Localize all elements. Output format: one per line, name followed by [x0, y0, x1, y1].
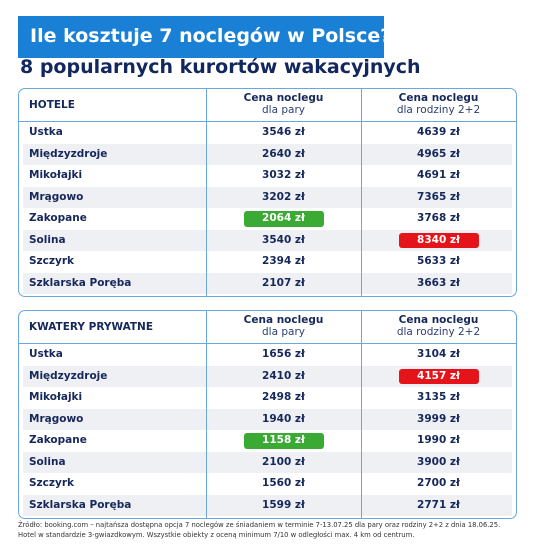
price: 1940 zł	[262, 412, 305, 425]
title: Ile kosztuje 7 noclegów w Polsce?	[30, 25, 392, 47]
header-cell: HOTELE	[29, 99, 75, 111]
table-row: Międzyzdroje 2640 zł 4965 zł	[23, 143, 512, 165]
table-row: Solina 3540 zł 8340 zł	[23, 229, 512, 251]
price: 1599 zł	[262, 498, 305, 511]
header-row: KWATERY PRYWATNE Cena noclegu dla pary Cena…	[19, 311, 516, 344]
highlight-value: 2064 zł	[243, 211, 324, 227]
price: 4965 zł	[417, 147, 460, 160]
row-label: Solina	[29, 233, 66, 246]
header-cell: Cena noclegu dla rodziny 2+2	[361, 89, 516, 121]
header-cell: Cena noclegu dla rodziny 2+2	[361, 311, 516, 343]
table-row: Szklarska Poręba 2107 zł 3663 zł	[23, 272, 512, 294]
row-label: Mrągowo	[29, 412, 84, 425]
table-row: Międzyzdroje 2410 zł 4157 zł	[23, 365, 512, 387]
table-row: Ustka 1656 zł 3104 zł	[23, 344, 512, 366]
footnote: Źródło: booking.com – najtańsza dostępna…	[18, 520, 500, 540]
price: 2100 zł	[262, 455, 305, 468]
title-banner: Ile kosztuje 7 noclegów w Polsce?	[18, 16, 391, 58]
row-label: Zakopane	[29, 434, 87, 446]
row-label: Mikołajki	[29, 391, 83, 403]
highlight-cell: 4157 zł	[361, 366, 516, 388]
highlight-value: 1158 zł	[243, 433, 324, 449]
column-divider	[206, 89, 207, 296]
header-title: Cena noclegu	[243, 314, 324, 326]
row-label: Międzyzdroje	[29, 147, 108, 160]
footnote-line: Hotel w standardzie 3-gwiazdkowym. Wszys…	[18, 531, 415, 539]
price: 2394 zł	[262, 255, 305, 267]
table-row: Szklarska Poręba 1599 zł 2771 zł	[23, 494, 512, 516]
header-subtitle: dla pary	[262, 104, 305, 116]
price: 3546 zł	[262, 126, 305, 138]
header-cell: KWATERY PRYWATNE	[29, 321, 154, 333]
header-subtitle: dla pary	[262, 326, 305, 338]
highlight-cell: 8340 zł	[361, 230, 516, 252]
price: 2107 zł	[262, 276, 305, 289]
table-row: Zakopane 1158 zł 1990 zł	[23, 430, 512, 452]
price: 4691 zł	[417, 169, 460, 181]
price: 5633 zł	[417, 255, 460, 267]
price: 3540 zł	[262, 233, 305, 246]
header-title: Cena noclegu	[398, 314, 479, 326]
header-title: Cena noclegu	[243, 92, 324, 104]
price: 1990 zł	[417, 434, 460, 446]
header-cell: Cena noclegu dla pary	[206, 311, 361, 343]
footnote-line: Źródło: booking.com – najtańsza dostępna…	[18, 521, 501, 529]
column-divider	[361, 311, 362, 518]
table-row: Mikołajki 3032 zł 4691 zł	[23, 165, 512, 187]
highlight-value: 4157 zł	[398, 368, 479, 384]
price: 2771 zł	[417, 498, 460, 511]
price: 2700 zł	[417, 477, 460, 489]
highlight-cell: 1158 zł	[206, 430, 361, 452]
highlight-cell: 2064 zł	[206, 208, 361, 230]
price: 3900 zł	[417, 455, 460, 468]
column-divider	[206, 311, 207, 518]
price: 3999 zł	[417, 412, 460, 425]
row-label: Szklarska Poręba	[29, 498, 132, 511]
table: KWATERY PRYWATNE Cena noclegu dla pary Cena…	[18, 310, 517, 519]
price: 2410 zł	[262, 369, 305, 382]
table-row: Mrągowo 1940 zł 3999 zł	[23, 408, 512, 430]
highlight-value: 8340 zł	[398, 232, 479, 248]
subtitle: 8 popularnych kurortów wakacyjnych	[20, 56, 421, 78]
column-divider	[361, 89, 362, 296]
table-row: Mikołajki 2498 zł 3135 zł	[23, 387, 512, 409]
row-label: Szczyrk	[29, 477, 75, 489]
price: 3032 zł	[262, 169, 305, 181]
table-row: Szczyrk 2394 zł 5633 zł	[23, 251, 512, 273]
price: 4639 zł	[417, 126, 460, 138]
price: 3135 zł	[417, 391, 460, 403]
table-row: Zakopane 2064 zł 3768 zł	[23, 208, 512, 230]
header-cell: Cena noclegu dla pary	[206, 89, 361, 121]
price: 3663 zł	[417, 276, 460, 289]
price: 2640 zł	[262, 147, 305, 160]
row-label: Ustka	[29, 348, 63, 360]
table-row: Solina 2100 zł 3900 zł	[23, 451, 512, 473]
price: 2498 zł	[262, 391, 305, 403]
table: HOTELE Cena noclegu dla pary Cena noclegu dl…	[18, 88, 517, 297]
row-label: Mikołajki	[29, 169, 83, 181]
header-title: Cena noclegu	[398, 92, 479, 104]
row-label: Ustka	[29, 126, 63, 138]
price: 1560 zł	[262, 477, 305, 489]
header-subtitle: dla rodziny 2+2	[396, 104, 481, 116]
row-label: Szklarska Poręba	[29, 276, 132, 289]
row-label: Mrągowo	[29, 190, 84, 203]
header-row: HOTELE Cena noclegu dla pary Cena noclegu dl…	[19, 89, 516, 122]
table-row: Szczyrk 1560 zł 2700 zł	[23, 473, 512, 495]
price: 3768 zł	[417, 212, 460, 224]
table-row: Ustka 3546 zł 4639 zł	[23, 122, 512, 144]
price: 1656 zł	[262, 348, 305, 360]
row-label: Szczyrk	[29, 255, 75, 267]
table-body: Ustka 1656 zł 3104 zł Międzyzdroje 2410 zł 41…	[19, 344, 516, 518]
row-label: Międzyzdroje	[29, 369, 108, 382]
table-row: Mrągowo 3202 zł 7365 zł	[23, 186, 512, 208]
table-body: Ustka 3546 zł 4639 zł Międzyzdroje 2640 zł 49…	[19, 122, 516, 296]
price: 3202 zł	[262, 190, 305, 203]
price: 3104 zł	[417, 348, 460, 360]
header-subtitle: dla rodziny 2+2	[396, 326, 481, 338]
price: 7365 zł	[417, 190, 460, 203]
row-label: Solina	[29, 455, 66, 468]
row-label: Zakopane	[29, 212, 87, 224]
